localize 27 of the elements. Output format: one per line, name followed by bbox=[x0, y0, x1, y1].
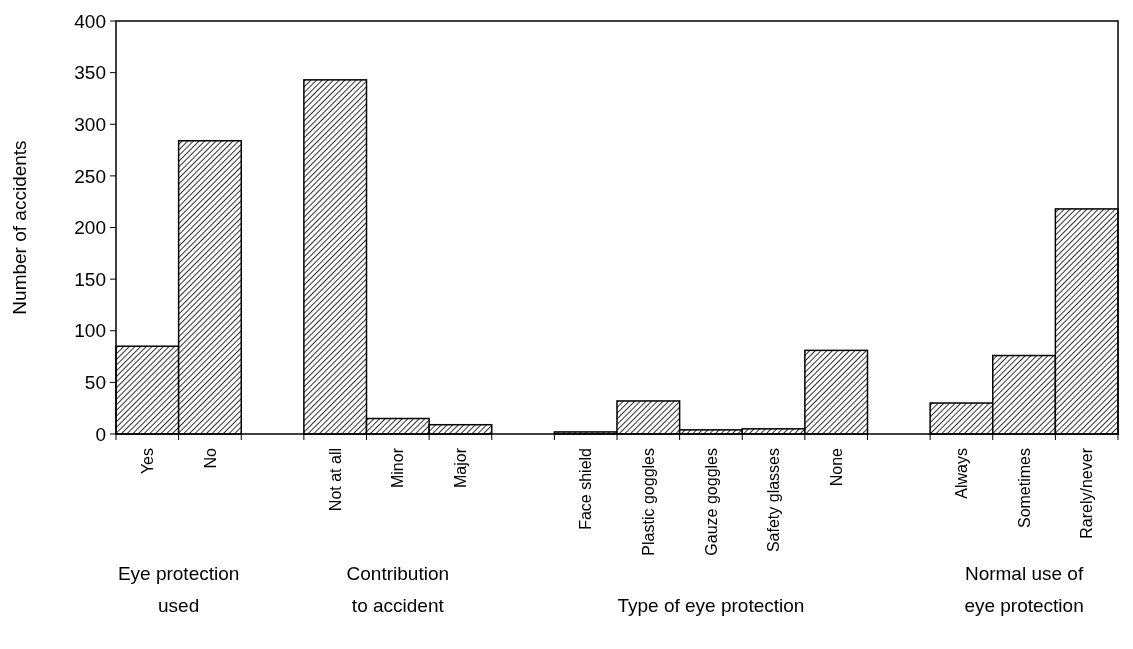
y-tick-label: 250 bbox=[74, 165, 106, 187]
x-tick-label: Gauze goggles bbox=[702, 448, 720, 556]
y-tick-label: 400 bbox=[74, 10, 106, 32]
x-tick-label: None bbox=[827, 447, 845, 487]
x-tick-label: Minor bbox=[389, 447, 407, 489]
text: Contribution to accident bbox=[346, 563, 450, 616]
y-axis-title: Number of accidents bbox=[9, 140, 30, 315]
x-tick-label: Face shield bbox=[577, 448, 595, 530]
y-tick-label: 150 bbox=[74, 268, 106, 290]
y-tick-label: 350 bbox=[74, 62, 106, 84]
y-tick-label: 0 bbox=[95, 423, 106, 445]
y-tick-label: 50 bbox=[84, 372, 106, 394]
y-tick-label: 100 bbox=[74, 320, 106, 342]
x-tick-label: Rarely/never bbox=[1078, 447, 1096, 539]
y-tick-label: 200 bbox=[74, 217, 106, 239]
x-tick-label: Always bbox=[953, 448, 971, 499]
x-tick-label: Major bbox=[452, 447, 470, 489]
x-tick-label: Yes bbox=[138, 448, 156, 475]
x-tick-label: No bbox=[201, 447, 219, 469]
x-tick-label: Not at all bbox=[326, 448, 344, 512]
x-tick-label: Safety glasses bbox=[765, 448, 783, 553]
x-tick-label: Plastic goggles bbox=[639, 448, 657, 556]
y-tick-label: 300 bbox=[74, 113, 106, 135]
text: Type of eye protection bbox=[617, 595, 805, 616]
text: Eye protection used bbox=[117, 563, 240, 616]
x-tick-label: Sometimes bbox=[1015, 448, 1033, 529]
text: Normal use of eye protection bbox=[964, 563, 1084, 616]
